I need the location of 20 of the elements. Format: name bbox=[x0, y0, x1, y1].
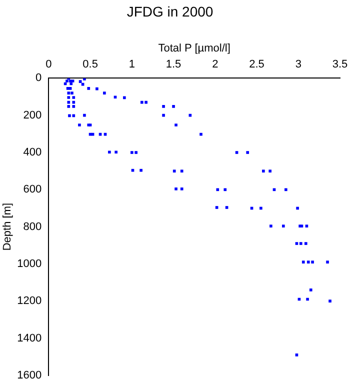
y-tick-label: 1200 bbox=[17, 295, 42, 308]
x-tick-label: 2 bbox=[212, 58, 218, 71]
x-tick-label: 1.5 bbox=[166, 58, 182, 71]
y-axis-title: Depth [m] bbox=[2, 202, 14, 251]
y-tick-label: 800 bbox=[23, 220, 42, 233]
x-tick-label: 3.5 bbox=[332, 58, 348, 71]
x-tick-label: 1 bbox=[128, 58, 135, 71]
y-tick-label: 600 bbox=[23, 184, 42, 196]
y-tick-label: 0 bbox=[36, 72, 42, 84]
y-tick-label: 1000 bbox=[17, 258, 42, 270]
y-tick-label: 1400 bbox=[17, 332, 42, 344]
x-tick-label: 0 bbox=[46, 58, 52, 71]
x-tick-label: 3 bbox=[295, 58, 302, 71]
x-tick-label: 2.5 bbox=[249, 58, 264, 71]
y-tick-label: 1600 bbox=[17, 369, 42, 382]
y-tick-label: 400 bbox=[23, 146, 42, 159]
x-axis-title: Total P [µmol/l] bbox=[158, 42, 230, 54]
chart-title: JFDG in 2000 bbox=[126, 3, 214, 20]
y-tick-label: 200 bbox=[23, 109, 42, 122]
x-tick-label: 0.5 bbox=[82, 58, 98, 71]
